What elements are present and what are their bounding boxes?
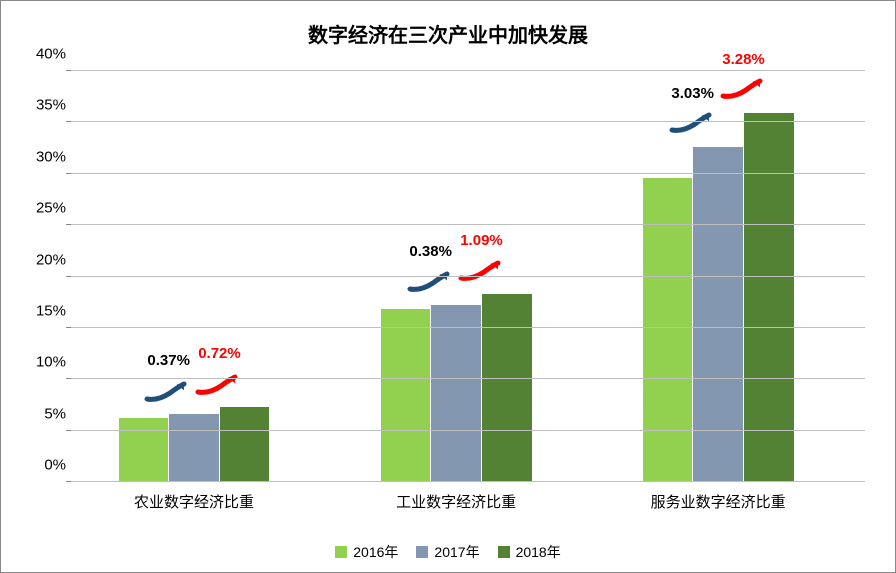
plot-area: 0%5%10%15%20%25%30%35%40% 农业数字经济比重工业数字经济… [71,71,865,482]
y-tick-label: 10% [21,354,66,371]
legend-swatch [498,546,510,558]
legend-swatch [416,546,428,558]
bars-layer: 农业数字经济比重工业数字经济比重服务业数字经济比重 [71,71,865,482]
x-axis-label: 农业数字经济比重 [134,491,254,512]
gridline [71,70,865,71]
legend-swatch [335,546,347,558]
legend-label: 2017年 [434,542,479,562]
y-tick-label: 35% [21,97,66,114]
legend-label: 2016年 [353,542,398,562]
chart-title: 数字经济在三次产业中加快发展 [1,1,895,48]
bar [381,309,430,482]
y-tick-label: 30% [21,148,66,165]
bar [431,305,480,482]
bar [482,294,531,482]
bar [169,414,218,482]
y-tick-label: 25% [21,200,66,217]
y-tick-label: 0% [21,457,66,474]
chart-container: 数字经济在三次产业中加快发展 0%5%10%15%20%25%30%35%40%… [0,0,896,573]
legend-label: 2018年 [516,542,561,562]
gridline [71,430,865,431]
bar [693,147,742,482]
gridline [71,481,865,482]
gridline [71,173,865,174]
bar [119,418,168,482]
gridline [71,121,865,122]
legend-item: 2018年 [498,542,561,562]
gridline [71,378,865,379]
y-tick-label: 5% [21,405,66,422]
gridline [71,276,865,277]
legend: 2016年 2017年 2018年 [1,542,895,562]
gridline [71,224,865,225]
y-tick-label: 15% [21,302,66,319]
bar [744,113,793,482]
legend-item: 2016年 [335,542,398,562]
gridline [71,327,865,328]
legend-item: 2017年 [416,542,479,562]
y-tick-label: 40% [21,46,66,63]
bar [220,407,269,482]
delta-label: 3.28% [722,51,765,68]
x-axis-label: 服务业数字经济比重 [651,491,786,512]
y-tick-label: 20% [21,251,66,268]
x-axis-label: 工业数字经济比重 [396,491,516,512]
